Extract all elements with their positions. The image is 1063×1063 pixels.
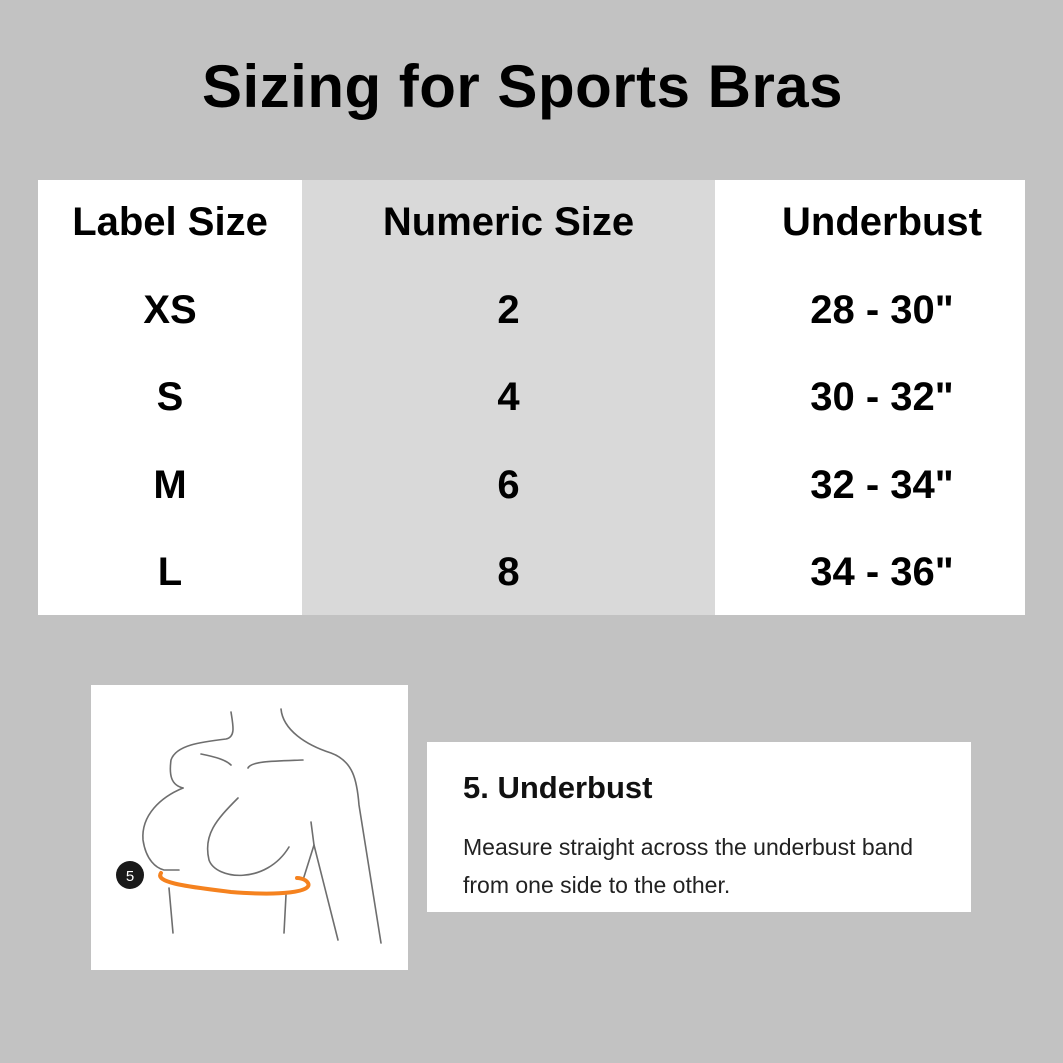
cell: 32 - 34" [810,463,954,507]
cell: 34 - 36" [810,550,954,594]
step-badge [116,861,144,889]
info-body: Measure straight across the underbust ba… [463,834,914,898]
column-underbust: Underbust 28 - 30" 30 - 32" 32 - 34" 34 … [715,180,1025,615]
info-heading: 5. Underbust [463,770,653,805]
cell: 28 - 30" [810,288,954,332]
column-numeric-size: Numeric Size 2 4 6 8 [302,180,715,615]
cell: 4 [497,375,520,419]
cell: 6 [497,463,520,507]
torso-drawing: 5 [116,708,382,944]
underbust-illustration: 5 [91,685,408,970]
header-numeric-size: Numeric Size [382,200,635,244]
cell: 8 [497,550,520,594]
cell: L [157,550,183,594]
cell: M [153,463,187,507]
step-badge-number: 5 [126,868,134,885]
header-label-size: Label Size [72,200,268,244]
underbust-measure-line [158,871,311,896]
cell: 2 [497,288,520,332]
size-table: Label Size XS S M L Numeric Size 2 4 6 8… [38,180,1025,615]
header-underbust: Underbust [782,200,982,244]
measurement-info-card: 5. Underbust Measure straight across the… [427,742,971,912]
column-label-size: Label Size XS S M L [38,180,302,615]
page-title: Sizing for Sports Bras [201,53,844,120]
cell: 30 - 32" [810,375,954,419]
cell: S [156,375,184,419]
cell: XS [143,288,197,332]
